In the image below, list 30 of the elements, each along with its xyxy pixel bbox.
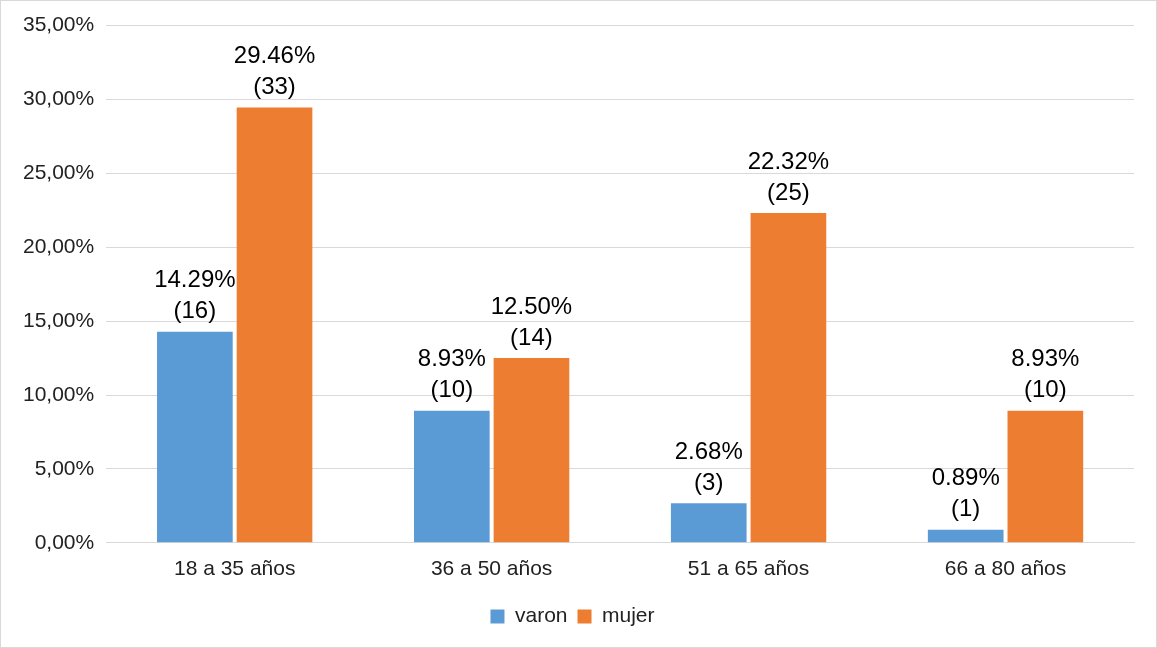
y-tick-label: 5,00%	[34, 455, 95, 479]
data-label: 22.32% (25)	[747, 146, 830, 205]
legend-label: varon	[514, 603, 568, 627]
data-label: 14.29% (16)	[154, 265, 236, 324]
bar	[670, 503, 747, 543]
data-label: 2.68% (3)	[674, 436, 743, 495]
bar	[750, 212, 827, 543]
y-tick-label: 30,00%	[22, 86, 95, 110]
x-tick-label: 51 a 65 años	[687, 556, 810, 580]
data-label: 0.89% (1)	[931, 463, 1000, 522]
bar	[413, 410, 490, 543]
y-tick-label: 25,00%	[22, 160, 95, 184]
bar	[1007, 410, 1084, 543]
y-tick-label: 35,00%	[22, 12, 95, 36]
legend-label: mujer	[602, 603, 655, 627]
x-tick-label: 18 a 35 años	[173, 556, 296, 580]
data-label: 8.93% (10)	[417, 344, 486, 403]
x-tick-label: 36 a 50 años	[430, 556, 553, 580]
y-tick-label: 0,00%	[34, 529, 95, 553]
bar	[236, 107, 313, 543]
data-label: 8.93% (10)	[1011, 344, 1080, 403]
data-label: 29.46% (33)	[233, 41, 316, 100]
y-tick-label: 20,00%	[22, 234, 95, 258]
y-tick-label: 15,00%	[22, 307, 95, 331]
y-tick-label: 10,00%	[22, 381, 95, 405]
data-label: 12.50% (14)	[490, 291, 573, 350]
bar	[927, 529, 1004, 543]
x-tick-label: 66 a 80 años	[944, 556, 1067, 580]
bar	[157, 331, 233, 543]
bar	[493, 358, 570, 543]
